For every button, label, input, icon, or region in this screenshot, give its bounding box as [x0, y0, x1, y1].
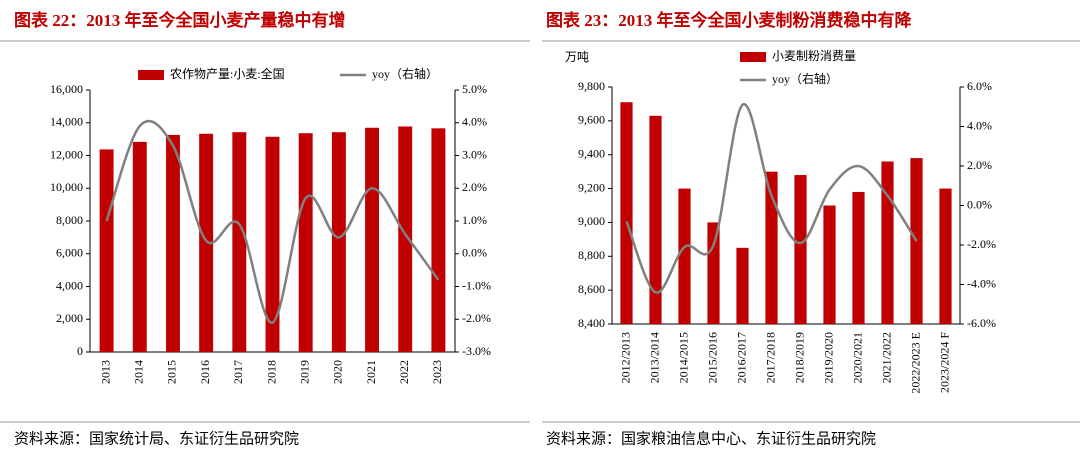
- y-tick-label: 9,200: [578, 180, 605, 194]
- legend-label: 小麦制粉消费量: [772, 49, 856, 63]
- x-tick-label: 2015: [165, 360, 179, 384]
- x-tick-label: 2018/2019: [792, 332, 806, 383]
- y2-tick-label: -2.0%: [462, 311, 491, 325]
- y-tick-label: 8,600: [578, 282, 605, 296]
- bar: [99, 149, 114, 352]
- y-tick-label: 9,400: [578, 146, 605, 160]
- y-tick-label: 8,000: [56, 213, 83, 227]
- source: 资料来源：国家统计局、东证衍生品研究院: [14, 429, 299, 447]
- source: 资料来源：国家粮油信息中心、东证衍生品研究院: [546, 429, 876, 447]
- x-tick-label: 2017/2018: [763, 332, 777, 383]
- y-tick-label: 10,000: [50, 180, 83, 194]
- chart-title: 图表 22：2013 年至今全国小麦产量稳中有增: [14, 10, 346, 30]
- x-tick-label: 2016/2017: [734, 332, 748, 383]
- y2-tick-label: 2.0%: [462, 180, 487, 194]
- y2-tick-label: 4.0%: [967, 118, 992, 132]
- y-tick-label: 16,000: [50, 82, 83, 96]
- line: [625, 103, 918, 294]
- legend-swatch: [138, 70, 164, 80]
- x-tick-label: 2022: [397, 360, 411, 384]
- x-tick-label: 2012/2013: [618, 332, 632, 383]
- y2-tick-label: 6.0%: [967, 79, 992, 93]
- y2-tick-label: 5.0%: [462, 82, 487, 96]
- bar: [678, 188, 691, 324]
- line: [105, 119, 440, 324]
- y2-tick-label: 0.0%: [462, 246, 487, 260]
- x-tick-label: 2017: [231, 360, 245, 384]
- chart-title: 图表 23：2013 年至今全国小麦制粉消费稳中有降: [546, 10, 912, 30]
- legend-swatch: [740, 52, 766, 62]
- bar: [736, 247, 749, 324]
- bar: [431, 128, 446, 352]
- y2-tick-label: -6.0%: [967, 316, 996, 330]
- y-axis-label: 万吨: [565, 50, 589, 64]
- x-tick-label: 2013/2014: [647, 332, 661, 383]
- x-tick-label: 2018: [264, 360, 278, 384]
- y-tick-label: 0: [77, 344, 83, 358]
- bar: [298, 133, 313, 352]
- bar: [398, 126, 413, 353]
- y2-tick-label: 2.0%: [967, 158, 992, 172]
- y-tick-label: 2,000: [56, 311, 83, 325]
- bar: [620, 102, 633, 324]
- x-tick-label: 2022/2023 E: [908, 332, 922, 394]
- x-tick-label: 2016: [198, 360, 212, 384]
- x-tick-label: 2019: [297, 360, 311, 384]
- bar: [881, 161, 894, 324]
- y2-tick-label: -1.0%: [462, 278, 491, 292]
- x-tick-label: 2014: [132, 360, 146, 384]
- x-tick-label: 2013: [98, 360, 112, 384]
- bar: [939, 188, 952, 324]
- x-tick-label: 2021: [364, 360, 378, 384]
- legend-label: 农作物产量:小麦:全国: [170, 66, 285, 81]
- bar: [707, 222, 720, 324]
- legend-label: yoy（右轴）: [372, 66, 438, 81]
- y-tick-label: 9,800: [578, 79, 605, 93]
- y-tick-label: 4,000: [56, 278, 83, 292]
- bar: [649, 115, 662, 325]
- x-tick-label: 2021/2022: [879, 332, 893, 383]
- y2-tick-label: 0.0%: [967, 197, 992, 211]
- bar: [765, 171, 778, 324]
- y2-tick-label: -2.0%: [967, 237, 996, 251]
- y2-tick-label: -3.0%: [462, 344, 491, 358]
- y2-tick-label: 1.0%: [462, 213, 487, 227]
- x-tick-label: 2023: [430, 360, 444, 384]
- bar: [331, 132, 346, 352]
- bar: [823, 205, 836, 324]
- legend-label: yoy（右轴）: [772, 71, 838, 86]
- y2-tick-label: 4.0%: [462, 115, 487, 129]
- x-tick-label: 2020: [331, 360, 345, 384]
- bar: [265, 136, 280, 352]
- x-tick-label: 2020/2021: [850, 332, 864, 383]
- y-tick-label: 9,000: [578, 214, 605, 228]
- bar: [365, 127, 380, 353]
- y-tick-label: 8,800: [578, 248, 605, 262]
- bar: [794, 175, 807, 324]
- x-tick-label: 2015/2016: [705, 332, 719, 383]
- x-tick-label: 2023/2024 F: [937, 332, 951, 393]
- y2-tick-label: -4.0%: [967, 276, 996, 290]
- y-tick-label: 9,600: [578, 113, 605, 127]
- bar: [199, 133, 214, 352]
- y-tick-label: 12,000: [50, 147, 83, 161]
- y-tick-label: 14,000: [50, 115, 83, 129]
- bar: [232, 132, 247, 352]
- x-tick-label: 2014/2015: [676, 332, 690, 383]
- y2-tick-label: 3.0%: [462, 147, 487, 161]
- x-tick-label: 2019/2020: [821, 332, 835, 383]
- y-tick-label: 6,000: [56, 246, 83, 260]
- bar: [852, 191, 865, 324]
- bar: [132, 141, 147, 352]
- y-tick-label: 8,400: [578, 316, 605, 330]
- bar: [165, 134, 180, 352]
